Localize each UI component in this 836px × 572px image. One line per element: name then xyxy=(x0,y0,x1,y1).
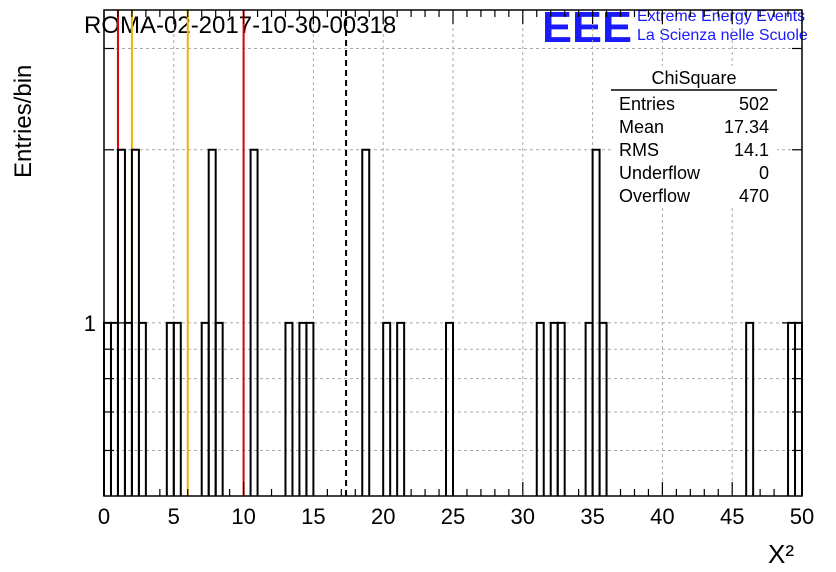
stats-row-value: 470 xyxy=(739,186,769,206)
chart-title: ROMA-02-2017-10-30-00318 xyxy=(84,12,396,39)
reference-lines xyxy=(116,10,348,496)
stats-row-label: Underflow xyxy=(619,163,701,183)
histogram-bin xyxy=(249,148,259,496)
x-tick-label: 0 xyxy=(98,504,110,529)
tick-labels: 0 5 10 15 20 25 30 35 40 45 50 1 xyxy=(84,311,814,529)
stats-row-value: 502 xyxy=(739,94,769,114)
stats-box: ChiSquare Entries 502 Mean 17.34 RMS 14.1 Unde… xyxy=(611,66,777,206)
histogram-bin xyxy=(361,148,371,496)
x-tick-label: 40 xyxy=(650,504,674,529)
stats-rows: Entries 502 Mean 17.34 RMS 14.1 Underflow 0 Over… xyxy=(619,94,769,206)
x-tick-label: 25 xyxy=(441,504,465,529)
histogram-bin xyxy=(535,321,545,496)
x-tick-label: 5 xyxy=(168,504,180,529)
x-tick-label: 20 xyxy=(371,504,395,529)
histogram-bin xyxy=(284,321,294,496)
histogram-bin xyxy=(382,321,392,496)
stats-row-value: 14.1 xyxy=(734,140,769,160)
logo-mark: EEE xyxy=(542,3,632,52)
logo-line2: La Scienza nelle Scuole xyxy=(637,27,808,44)
stats-row-value: 17.34 xyxy=(724,117,769,137)
eee-logo: EEE Extreme Energy Events La Scienza nel… xyxy=(542,3,808,52)
stats-row-value: 0 xyxy=(759,163,769,183)
histogram-bin xyxy=(172,321,182,496)
histogram-bin xyxy=(598,321,608,496)
x-tick-label: 30 xyxy=(511,504,535,529)
stats-row-label: Entries xyxy=(619,94,675,114)
x-tick-label: 10 xyxy=(231,504,255,529)
x-tick-label: 50 xyxy=(790,504,814,529)
histogram-bin xyxy=(445,321,454,496)
x-tick-label: 35 xyxy=(580,504,604,529)
y-axis-label: Entries/bin xyxy=(10,65,37,178)
histogram-bin xyxy=(396,321,406,496)
histogram-bin xyxy=(556,321,566,496)
stats-box-title: ChiSquare xyxy=(651,68,736,88)
x-axis-label: X² xyxy=(768,539,794,569)
histogram-bin xyxy=(137,321,147,496)
axes xyxy=(103,9,803,497)
stats-row-label: RMS xyxy=(619,140,659,160)
x-tick-label: 15 xyxy=(301,504,325,529)
y-tick-label: 1 xyxy=(84,311,96,336)
histogram-bin xyxy=(745,321,755,496)
stats-row-label: Mean xyxy=(619,117,664,137)
histogram-bin xyxy=(305,321,315,496)
x-tick-label: 45 xyxy=(720,504,744,529)
histogram-bin xyxy=(214,321,224,496)
stats-row-label: Overflow xyxy=(619,186,691,206)
logo-line1: Extreme Energy Events xyxy=(637,8,805,25)
